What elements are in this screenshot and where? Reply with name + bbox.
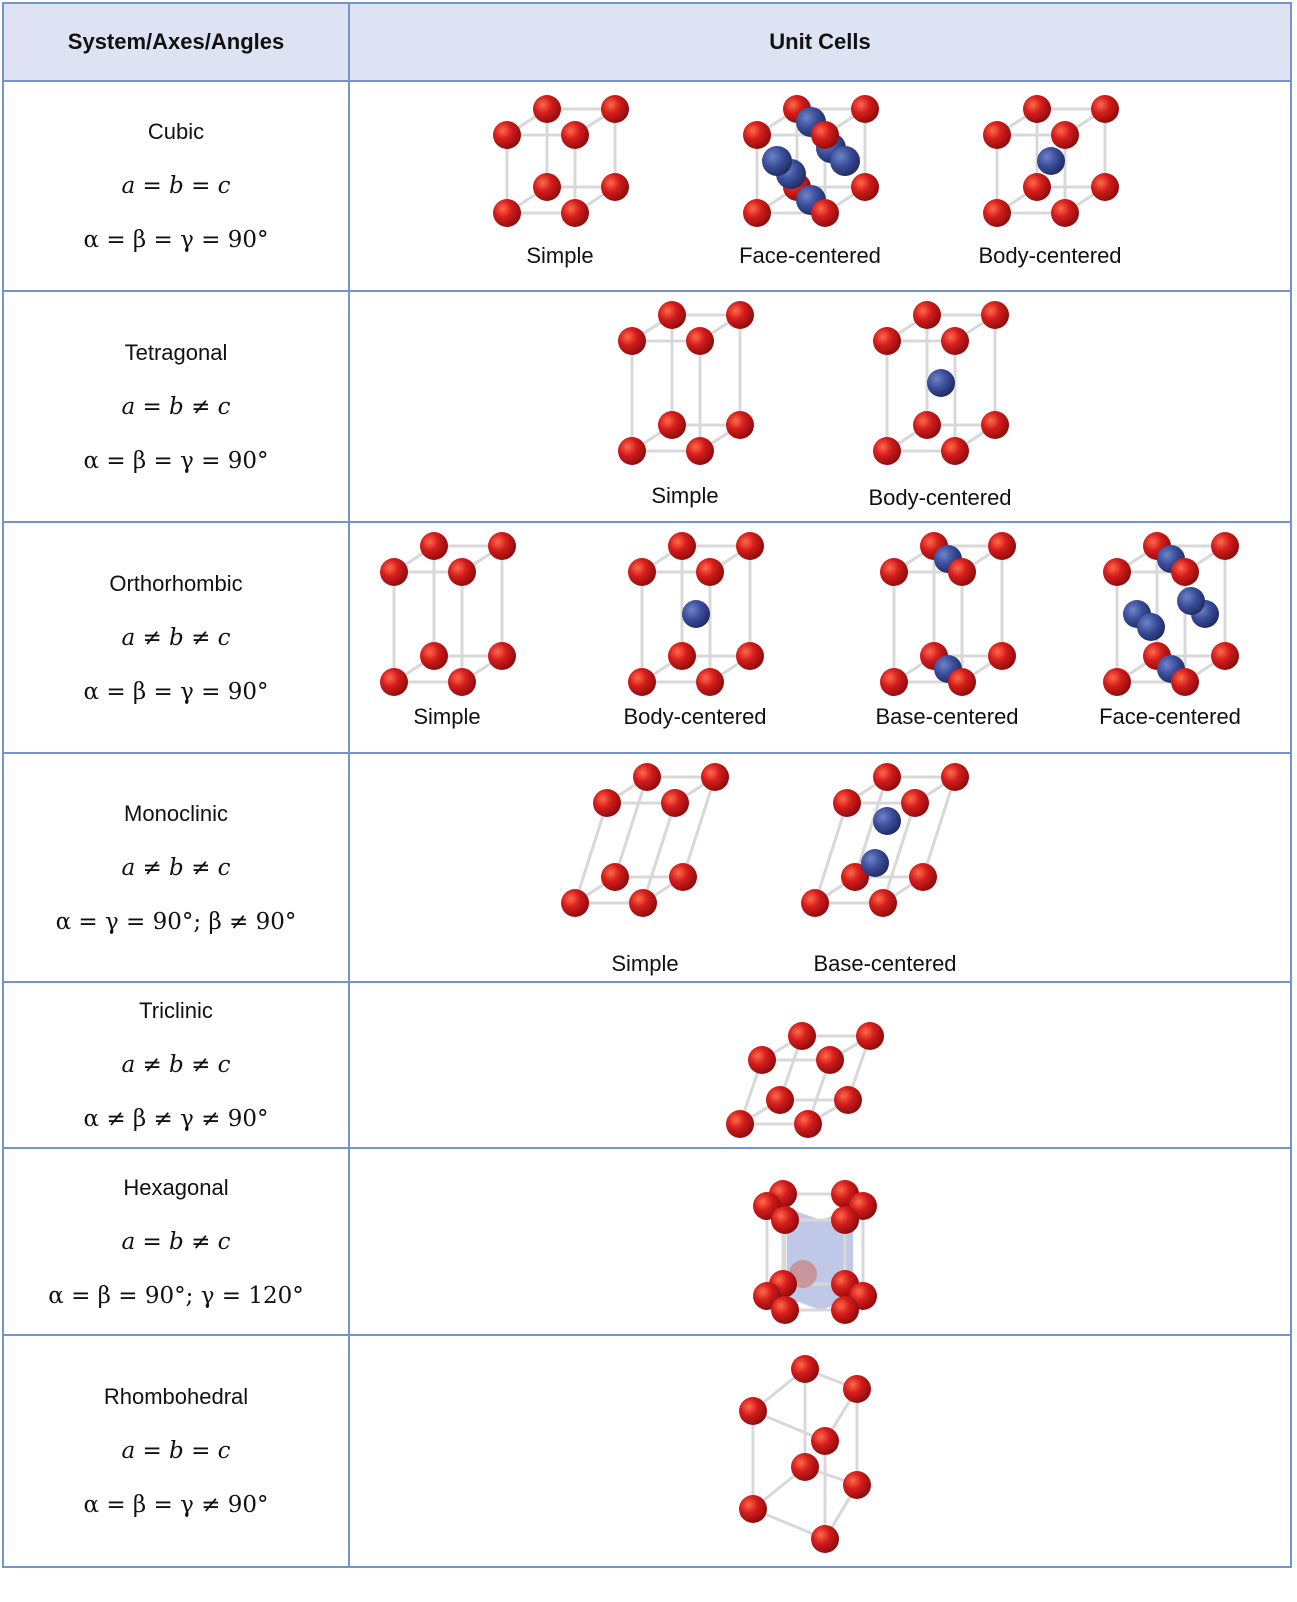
- unit-cell-simple-cubic: Simple: [480, 95, 640, 269]
- row-triclinic: Triclinic a ≠ b ≠ c α ≠ β ≠ γ ≠ 90°: [2, 981, 1292, 1149]
- bc-tetragonal-diagram: [873, 301, 1009, 465]
- unit-cell-face-centered-cubic: Face-centered: [720, 95, 900, 269]
- unit-cells-cell: Simple Face-centered Body-centered: [348, 80, 1292, 292]
- header-unit-cells: Unit Cells: [348, 2, 1292, 82]
- header-system-axes-angles: System/Axes/Angles: [2, 2, 350, 82]
- rhombohedral-diagram: [739, 1355, 871, 1553]
- system-cell: Hexagonal a = b ≠ c α = β = 90°; γ = 120…: [2, 1147, 350, 1336]
- unit-cells-cell: Simple Body-centered Base-centered Face-…: [348, 521, 1292, 754]
- crystal-systems-table: System/Axes/Angles Unit Cells Cubic a = …: [2, 2, 1292, 1568]
- system-cell: Tetragonal a = b ≠ c α = β = γ = 90°: [2, 290, 350, 523]
- system-cell: Monoclinic a ≠ b ≠ c α = γ = 90°; β ≠ 90…: [2, 752, 350, 983]
- cell-label: Body-centered: [978, 243, 1122, 268]
- axes-relation: a = b ≠ c: [121, 1228, 231, 1255]
- cell-label: Body-centered: [868, 485, 1012, 510]
- unit-cell-body-centered-orthorhombic: Body-centered: [605, 532, 785, 730]
- system-name: Cubic: [147, 119, 205, 144]
- triclinic-diagram: [726, 1022, 884, 1138]
- system-cell: Triclinic a ≠ b ≠ c α ≠ β ≠ γ ≠ 90°: [2, 981, 350, 1149]
- fc-ortho-diagram: [1103, 532, 1239, 696]
- cell-label: Body-centered: [623, 704, 767, 729]
- cell-label: Face-centered: [1099, 704, 1241, 729]
- angles-relation: α = β = γ = 90°: [83, 227, 269, 253]
- unit-cell-simple-orthorhombic: Simple: [362, 532, 532, 730]
- unit-cell-triclinic: [720, 994, 900, 1144]
- unit-cells-cell: [348, 1147, 1292, 1336]
- simple-ortho-diagram: [380, 532, 516, 696]
- row-hexagonal: Hexagonal a = b ≠ c α = β = 90°; γ = 120…: [2, 1147, 1292, 1336]
- cell-label: Base-centered: [875, 704, 1019, 729]
- unit-cells-cell: [348, 1334, 1292, 1568]
- unit-cell-hexagonal: [725, 1158, 895, 1328]
- unit-cell-body-centered-cubic: Body-centered: [960, 95, 1140, 269]
- axes-relation: a ≠ b ≠ c: [121, 1052, 231, 1078]
- cell-label: Simple: [413, 704, 481, 729]
- system-cell: Rhombohedral a = b = c α = β = γ ≠ 90°: [2, 1334, 350, 1568]
- cell-label: Simple: [526, 243, 594, 268]
- cell-label: Base-centered: [813, 951, 957, 976]
- axes-relation: a ≠ b ≠ c: [121, 624, 231, 651]
- row-rhombohedral: Rhombohedral a = b = c α = β = γ ≠ 90°: [2, 1334, 1292, 1568]
- row-monoclinic: Monoclinic a ≠ b ≠ c α = γ = 90°; β ≠ 90…: [2, 752, 1292, 983]
- unit-cells-cell: [348, 981, 1292, 1149]
- bc-ortho-diagram: [628, 532, 764, 696]
- system-name: Orthorhombic: [109, 570, 243, 596]
- unit-cell-base-centered-monoclinic: Base-centered: [795, 763, 975, 977]
- simple-mono-diagram: [561, 763, 729, 917]
- bcc-diagram: [983, 95, 1119, 227]
- angles-relation: α = γ = 90°; β ≠ 90°: [55, 908, 297, 935]
- simple-tetragonal-diagram: [618, 301, 754, 465]
- row-orthorhombic: Orthorhombic a ≠ b ≠ c α = β = γ = 90° S…: [2, 521, 1292, 754]
- unit-cell-base-centered-orthorhombic: Base-centered: [857, 532, 1037, 730]
- unit-cell-simple-monoclinic: Simple: [555, 763, 735, 977]
- cell-label: Simple: [651, 483, 719, 508]
- angles-relation: α ≠ β ≠ γ ≠ 90°: [83, 1106, 269, 1132]
- header-row: System/Axes/Angles Unit Cells: [2, 2, 1292, 82]
- system-name: Tetragonal: [124, 339, 228, 365]
- unit-cell-body-centered-tetragonal: Body-centered: [850, 301, 1030, 511]
- unit-cell-face-centered-orthorhombic: Face-centered: [1080, 532, 1260, 730]
- axes-relation: a = b = c: [121, 173, 231, 199]
- base-ortho-diagram: [880, 532, 1016, 696]
- fcc-diagram: [743, 95, 879, 227]
- unit-cells-cell: Simple Base-centered: [348, 752, 1292, 983]
- axes-relation: a = b ≠ c: [121, 393, 231, 420]
- cell-label: Face-centered: [739, 243, 881, 268]
- system-cell: Orthorhombic a ≠ b ≠ c α = β = γ = 90°: [2, 521, 350, 754]
- angles-relation: α = β = γ = 90°: [83, 447, 269, 474]
- unit-cell-simple-tetragonal: Simple: [605, 301, 765, 509]
- system-cell: Cubic a = b = c α = β = γ = 90°: [2, 80, 350, 292]
- system-name: Monoclinic: [124, 800, 228, 826]
- hexagonal-diagram: [753, 1180, 877, 1324]
- unit-cells-cell: Simple Body-centered: [348, 290, 1292, 523]
- row-cubic: Cubic a = b = c α = β = γ = 90° Simple F…: [2, 80, 1292, 292]
- angles-relation: α = β = γ ≠ 90°: [83, 1492, 269, 1518]
- axes-relation: a ≠ b ≠ c: [121, 854, 231, 881]
- system-name: Hexagonal: [123, 1174, 229, 1200]
- angles-relation: α = β = 90°; γ = 120°: [48, 1282, 304, 1309]
- system-name: Rhombohedral: [103, 1384, 249, 1409]
- unit-cell-rhombohedral: [725, 1353, 885, 1553]
- system-name: Triclinic: [139, 998, 213, 1023]
- base-mono-diagram: [801, 763, 969, 917]
- cell-label: Simple: [611, 951, 679, 976]
- axes-relation: a = b = c: [121, 1438, 231, 1464]
- angles-relation: α = β = γ = 90°: [83, 678, 269, 705]
- simple-cubic-diagram: [493, 95, 629, 227]
- row-tetragonal: Tetragonal a = b ≠ c α = β = γ = 90° Sim…: [2, 290, 1292, 523]
